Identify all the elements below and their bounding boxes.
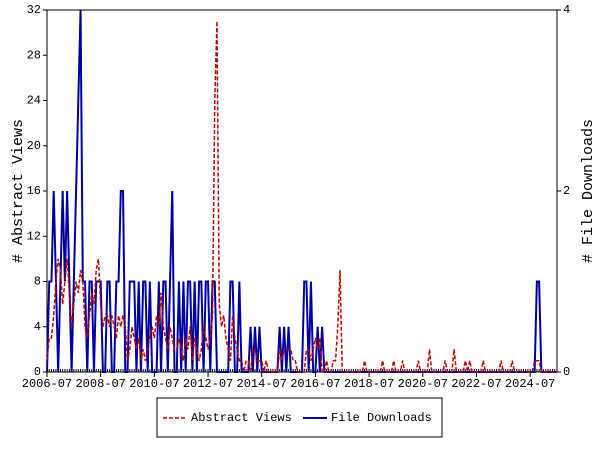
x-tick-label: 2006-07 bbox=[22, 377, 72, 391]
x-tick-label: 2022-07 bbox=[451, 377, 501, 391]
y2-tick-label: 2 bbox=[563, 184, 570, 198]
x-tick-label: 2010-07 bbox=[129, 377, 179, 391]
x-tick-label: 2020-07 bbox=[398, 377, 448, 391]
legend-label: File Downloads bbox=[331, 411, 432, 425]
y-tick-label: 16 bbox=[27, 184, 41, 198]
y2-tick-label: 0 bbox=[563, 365, 570, 379]
x-tick-label: 2024-07 bbox=[505, 377, 555, 391]
y-tick-label: 20 bbox=[27, 139, 41, 153]
y-tick-label: 24 bbox=[27, 94, 41, 108]
y2-tick-label: 4 bbox=[563, 3, 570, 17]
y-tick-label: 28 bbox=[27, 48, 41, 62]
y-tick-label: 12 bbox=[27, 229, 41, 243]
x-tick-label: 2014-07 bbox=[237, 377, 287, 391]
y-tick-label: 4 bbox=[34, 320, 41, 334]
legend-label: Abstract Views bbox=[191, 411, 292, 425]
x-tick-label: 2016-07 bbox=[290, 377, 340, 391]
series-line bbox=[46, 21, 557, 373]
x-tick-label: 2012-07 bbox=[183, 377, 233, 391]
y-tick-label: 0 bbox=[34, 365, 41, 379]
y-tick-label: 8 bbox=[34, 275, 41, 289]
legend bbox=[156, 397, 443, 438]
y-tick-label: 32 bbox=[27, 3, 41, 17]
y-axis-label: # Abstract Views bbox=[10, 119, 27, 263]
y2-axis-label: # File Downloads bbox=[580, 119, 597, 263]
x-tick-label: 2008-07 bbox=[75, 377, 125, 391]
x-tick-label: 2018-07 bbox=[344, 377, 394, 391]
